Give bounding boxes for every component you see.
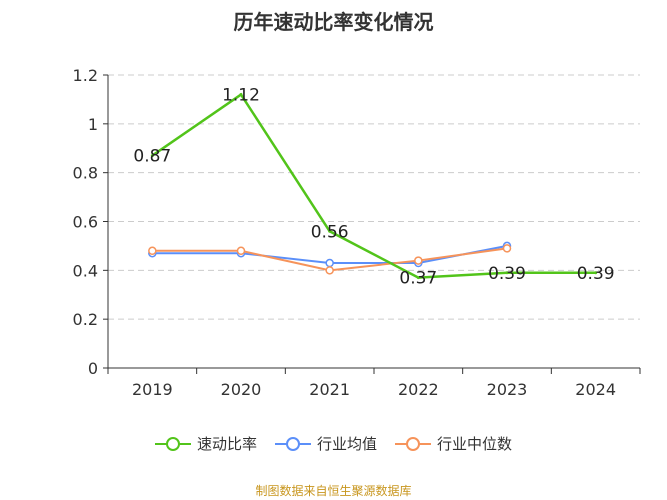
data-point	[328, 229, 332, 233]
y-tick-label: 0.4	[73, 261, 98, 280]
axis-layer: 0 0.2 0.4 0.6 0.8 1 1.2 2019 2020 2021 2022 2023 202…	[73, 66, 641, 399]
legend-label: 行业中位数	[437, 435, 513, 453]
data-point	[325, 266, 334, 275]
data-point	[505, 271, 509, 275]
y-tick-label: 0	[88, 359, 98, 378]
data-point	[150, 154, 154, 158]
data-point	[148, 246, 157, 256]
chart-title: 历年速动比率变化情况	[233, 10, 434, 34]
data-label: 0.37	[399, 269, 437, 289]
legend-label: 行业均值	[316, 435, 377, 453]
legend-swatch-marker	[165, 436, 180, 451]
y-tick-label: 0.2	[73, 310, 98, 329]
data-point	[594, 271, 598, 275]
data-point	[416, 276, 420, 280]
legend-label: 速动比率	[196, 435, 257, 453]
y-tick-label: 1.2	[73, 66, 98, 85]
data-label: 0.39	[577, 264, 615, 284]
data-point	[414, 256, 423, 265]
series-layer	[148, 92, 598, 280]
series-line	[151, 92, 596, 279]
legend-swatch-icon	[154, 436, 191, 451]
data-point	[502, 244, 512, 253]
source-note: 制图数据来自恒生聚源数据库	[255, 484, 412, 498]
data-label: 0.56	[311, 222, 349, 242]
legend-item[interactable]: 行业均值	[274, 433, 377, 454]
y-tick-label: 1	[88, 115, 98, 134]
x-tick-label: 2021	[309, 380, 350, 399]
data-label: 0.87	[133, 147, 171, 167]
x-tick-label: 2019	[132, 380, 173, 399]
x-tick-label: 2022	[398, 380, 439, 399]
legend-item[interactable]: 行业中位数	[395, 433, 512, 454]
y-tick-label: 0.6	[73, 213, 98, 232]
grid-layer	[108, 74, 640, 320]
data-point	[325, 258, 334, 268]
data-point	[239, 93, 243, 97]
x-tick-label: 2023	[487, 380, 528, 399]
legend-swatch-marker	[285, 436, 300, 451]
x-tick-label: 2024	[575, 380, 616, 399]
legend: 速动比率 行业均值 行业中位数	[0, 433, 667, 454]
data-point	[236, 246, 246, 256]
y-tick-label: 0.8	[73, 164, 98, 183]
legend-swatch-icon	[395, 436, 431, 451]
legend-swatch-marker	[406, 436, 420, 451]
data-label: 0.39	[488, 264, 526, 284]
legend-swatch-icon	[274, 436, 311, 451]
legend-item[interactable]: 速动比率	[154, 433, 257, 454]
data-label-layer: 0.87 1.12 0.56 0.37 0.39 0.39	[133, 86, 614, 289]
x-tick-label: 2020	[221, 380, 262, 399]
data-label: 1.12	[222, 86, 260, 106]
